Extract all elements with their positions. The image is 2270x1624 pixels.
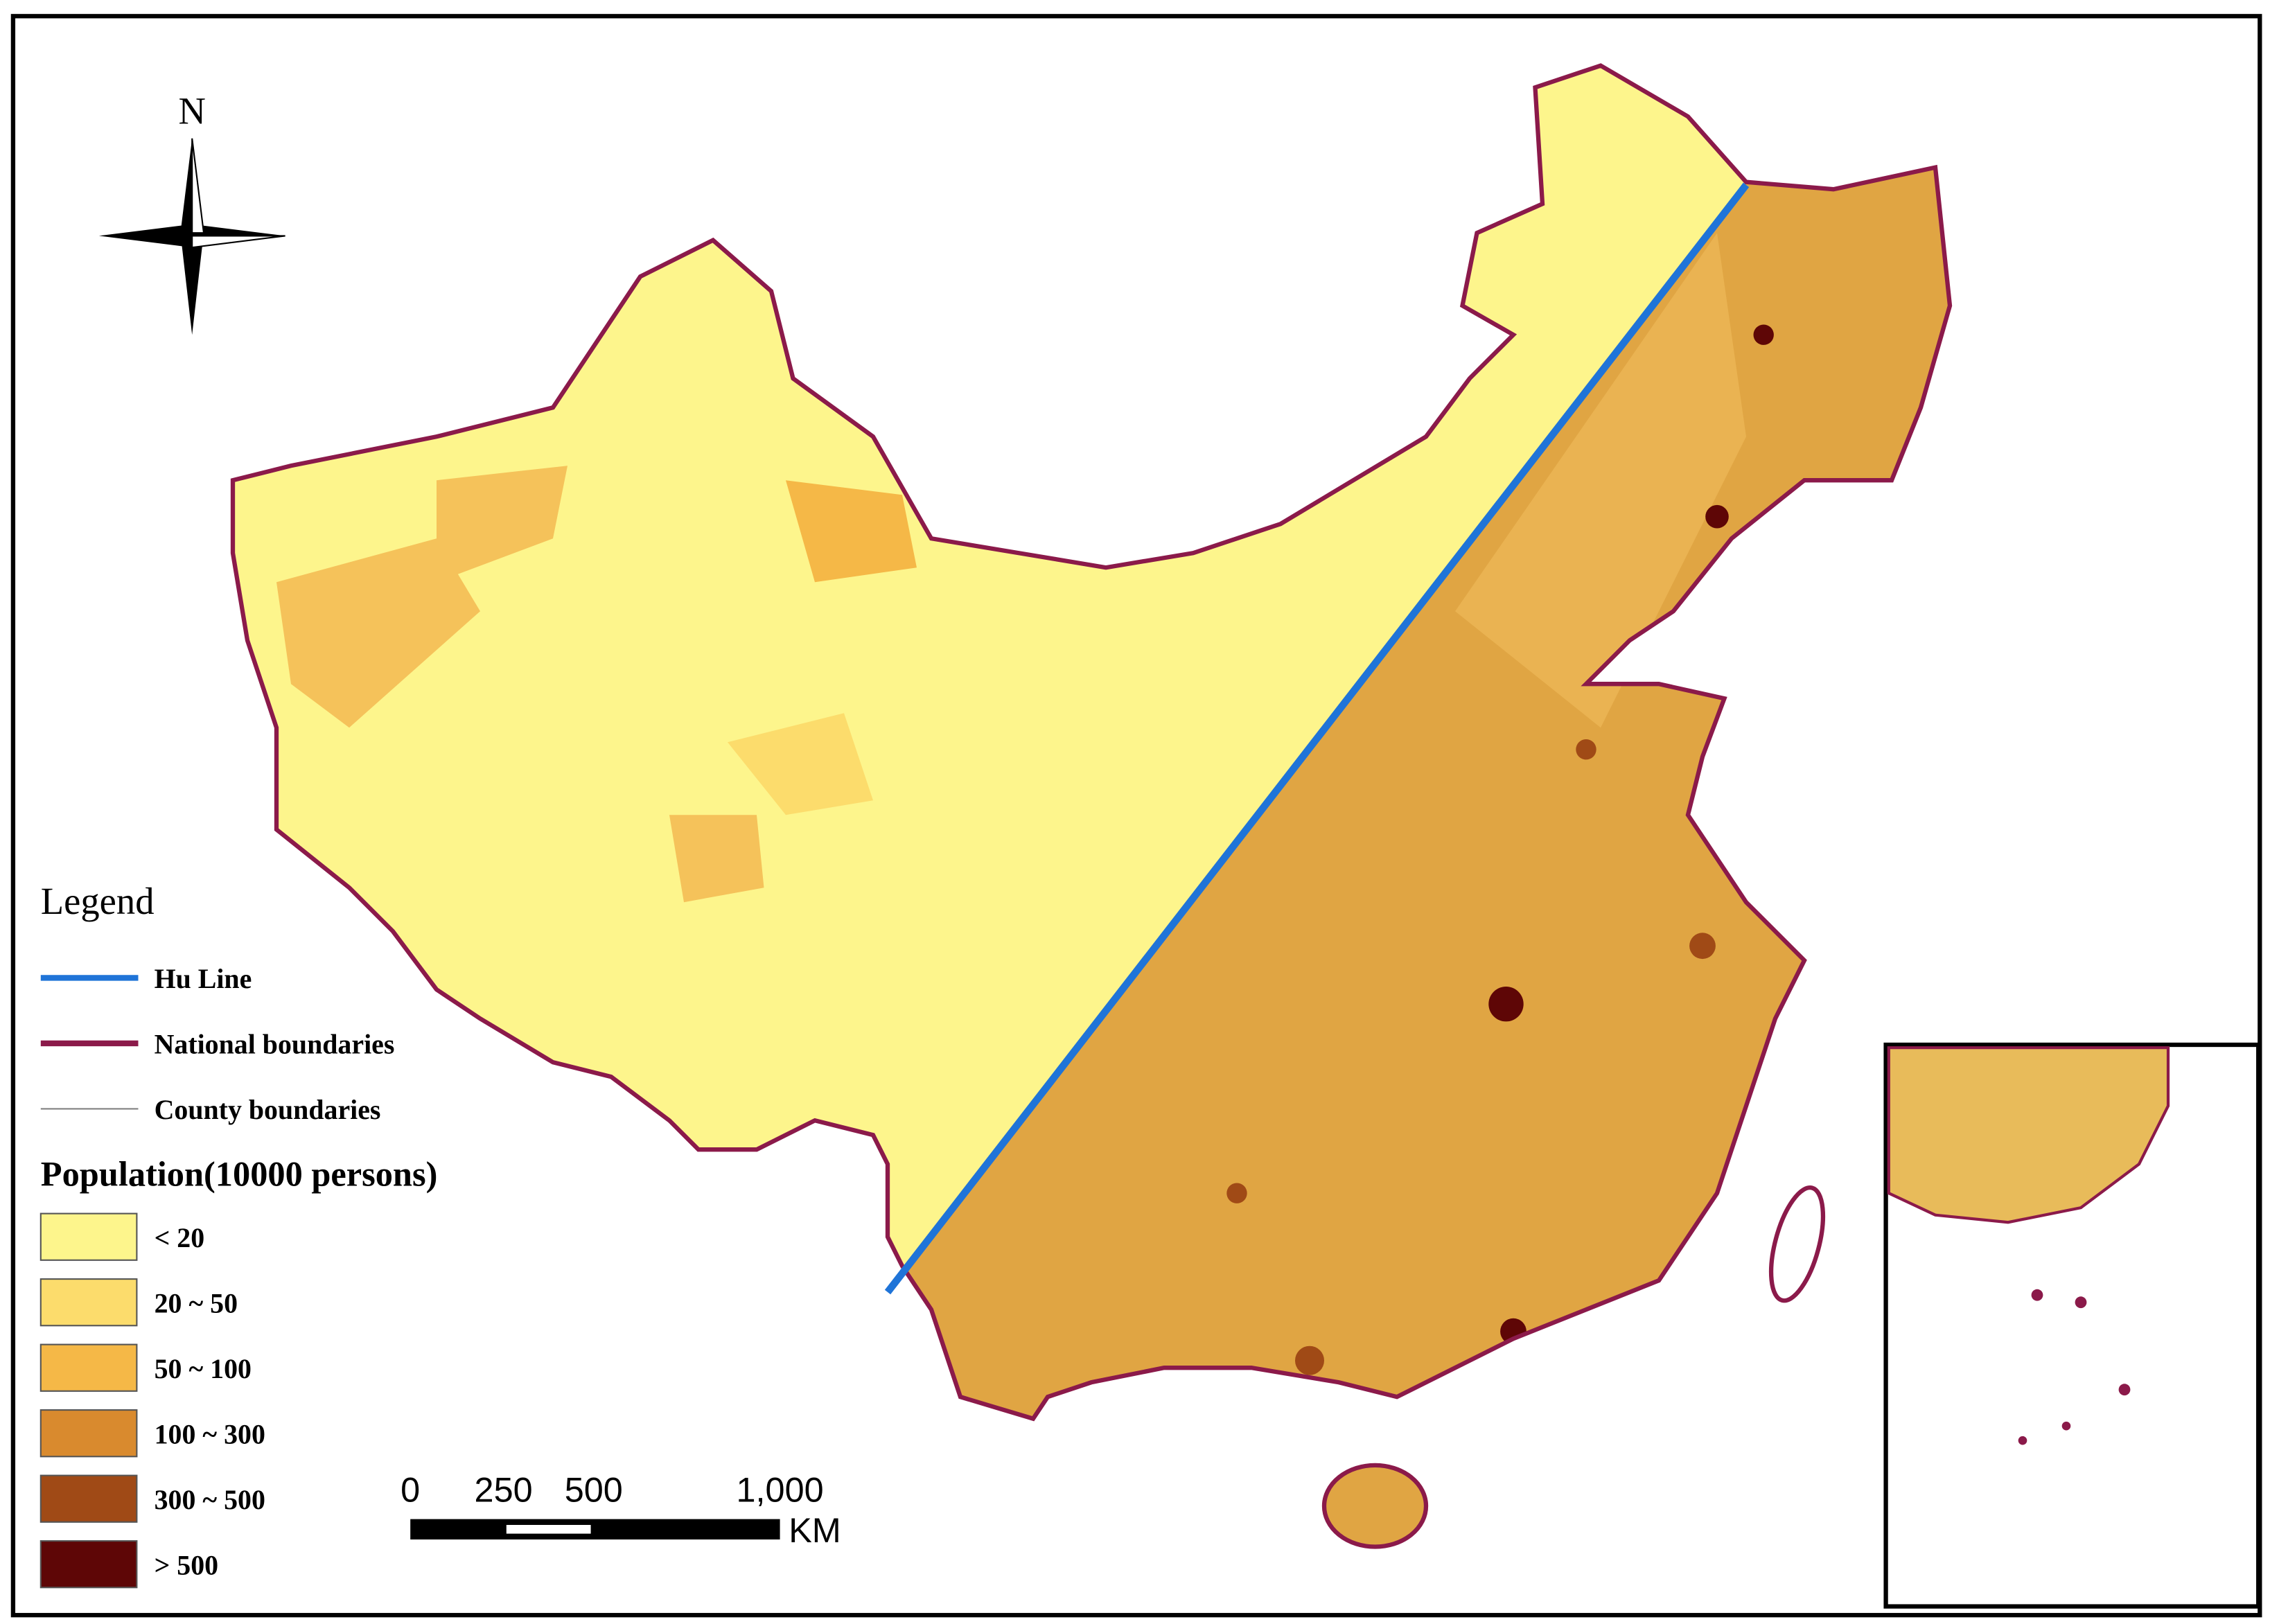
legend-swatch [39,1474,138,1523]
legend-label: 20 ~ 50 [155,1287,238,1318]
hu-line [884,182,1750,1295]
legend-label: 100 ~ 300 [155,1418,265,1449]
legend-swatch [39,1409,138,1458]
legend-label: National boundaries [155,1029,395,1060]
legend-label: County boundaries [155,1094,381,1125]
legend-swatch [39,1212,138,1261]
population-title: Population(10000 persons) [41,1155,438,1194]
scale-label: 250 [475,1469,533,1509]
legend-label: 300 ~ 500 [155,1484,265,1515]
legend-label: < 20 [155,1222,205,1253]
legend-label: 50 ~ 100 [155,1353,252,1384]
legend-label: Hu Line [155,963,252,994]
legend-swatch [39,1343,138,1392]
legend-label: > 500 [155,1549,219,1580]
legend: Legend Population(10000 persons) Hu Line… [39,880,438,1589]
legend-title: Legend [41,880,155,922]
scale-unit: KM [789,1510,841,1550]
legend-swatch [39,1540,138,1589]
scale-label: 0 [401,1469,420,1509]
legend-swatch [39,1278,138,1327]
north-label: N [178,90,205,132]
scale-label: 500 [565,1469,623,1509]
scale-label: 1,000 [737,1469,824,1509]
